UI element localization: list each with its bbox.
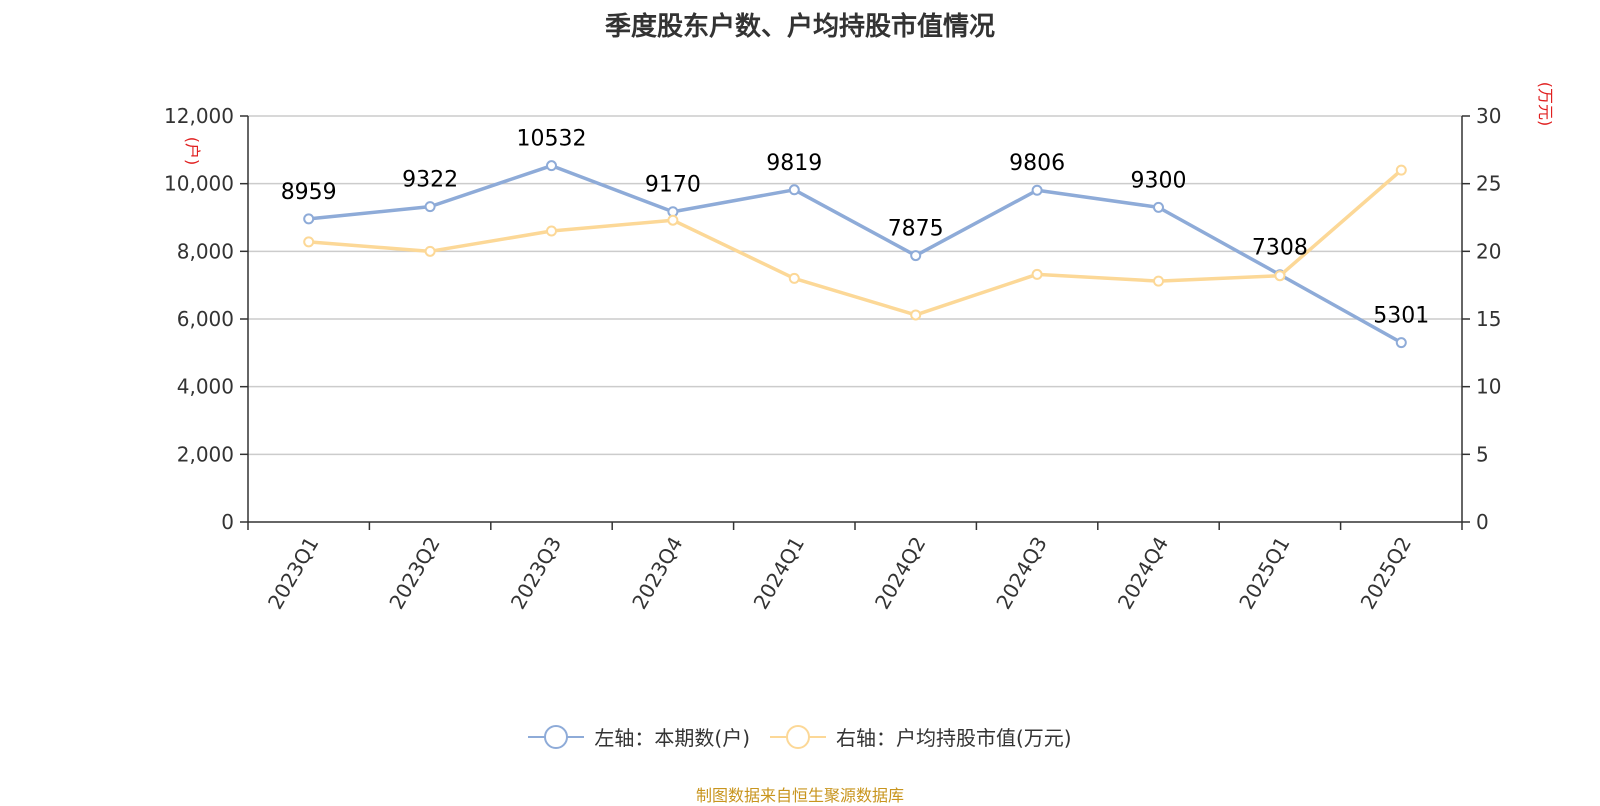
left-axis-tick-label: 10,000 [164, 172, 234, 196]
right-axis-tick-label: 25 [1476, 172, 1501, 196]
x-axis-tick-label: 2024Q1 [749, 533, 809, 614]
left-axis-unit: (户) [183, 137, 202, 166]
data-label-layer: 8959 9322 10532 9170 9819 7875 9806 9300 7308 530… [281, 127, 1430, 329]
right-axis-tick-label: 5 [1476, 442, 1489, 466]
x-axis-tick-label: 2023Q3 [506, 533, 566, 614]
source-note: 制图数据来自恒生聚源数据库 [695, 786, 904, 805]
legend-circle-line-icon [770, 724, 826, 749]
legend-item-right-axis[interactable]: 右轴：户均持股市值(万元) [770, 722, 1072, 751]
data-point [303, 213, 315, 225]
data-point [1395, 337, 1407, 349]
left-axis-tick-label: 0 [221, 510, 234, 534]
data-point [1395, 164, 1407, 176]
legend-label-right-axis: 右轴：户均持股市值(万元) [836, 726, 1072, 750]
data-point [910, 250, 922, 262]
right-axis-tick-label: 0 [1476, 510, 1489, 534]
legend: 左轴：本期数(户) 右轴：户均持股市值(万元) [0, 722, 1600, 751]
left-axis-tick-label: 12,000 [164, 104, 234, 128]
data-point [1153, 201, 1164, 213]
left-axis-tick-label: 6,000 [177, 307, 234, 331]
right-axis-tick-label: 15 [1476, 307, 1501, 331]
x-axis-tick-label: 2023Q1 [263, 533, 323, 614]
legend-circle-line-icon [528, 724, 585, 749]
series-line-0 [308, 163, 1403, 345]
data-point [788, 184, 800, 196]
data-point [546, 160, 557, 172]
right-axis-tick-label: 20 [1476, 239, 1501, 263]
x-axis-tick-label: 2024Q2 [870, 533, 930, 614]
data-point [424, 245, 436, 257]
data-label: 8959 [281, 180, 337, 205]
series-line-1 [308, 168, 1403, 317]
data-point [910, 309, 922, 321]
axis-layer: 0 2,000 4,000 6,000 8,000 10,000 12,000 0 5 10 15 2… [164, 82, 1555, 613]
data-point [1153, 275, 1164, 287]
data-point [1031, 184, 1043, 196]
data-point [546, 225, 557, 237]
x-axis-tick-label: 2025Q1 [1234, 533, 1294, 614]
right-axis-tick-label: 30 [1476, 104, 1501, 128]
legend-label-left-axis: 左轴：本期数(户) [594, 726, 750, 750]
data-label: 7308 [1252, 236, 1308, 261]
data-point [303, 236, 315, 248]
series-layer [303, 160, 1407, 349]
data-label: 9170 [645, 173, 701, 198]
x-axis-tick-label: 2023Q2 [384, 533, 444, 614]
data-label: 5301 [1373, 304, 1429, 329]
data-label: 9300 [1131, 168, 1187, 193]
right-axis-tick-label: 10 [1476, 375, 1501, 399]
data-label: 10532 [517, 127, 587, 152]
data-point [667, 214, 679, 226]
legend-item-left-axis[interactable]: 左轴：本期数(户) [528, 722, 750, 751]
data-point [788, 272, 800, 284]
data-label: 9806 [1009, 151, 1065, 176]
data-point [1274, 270, 1286, 282]
x-axis-tick-label: 2025Q2 [1356, 533, 1416, 614]
x-axis-tick-label: 2024Q3 [991, 533, 1051, 614]
data-point [1031, 268, 1043, 280]
data-label: 9819 [766, 151, 822, 176]
chart-title: 季度股东户数、户均持股市值情况 [604, 12, 995, 42]
grid-layer [248, 115, 1462, 456]
x-axis-tick-label: 2023Q4 [627, 533, 687, 614]
data-point [424, 201, 436, 213]
data-label: 9322 [402, 168, 458, 193]
left-axis-tick-label: 2,000 [177, 442, 234, 466]
left-axis-tick-label: 4,000 [177, 375, 234, 399]
right-axis-unit: (万元) [1536, 82, 1555, 127]
left-axis-tick-label: 8,000 [177, 239, 234, 263]
data-label: 7875 [888, 217, 944, 242]
x-axis-tick-label: 2024Q4 [1113, 533, 1173, 614]
